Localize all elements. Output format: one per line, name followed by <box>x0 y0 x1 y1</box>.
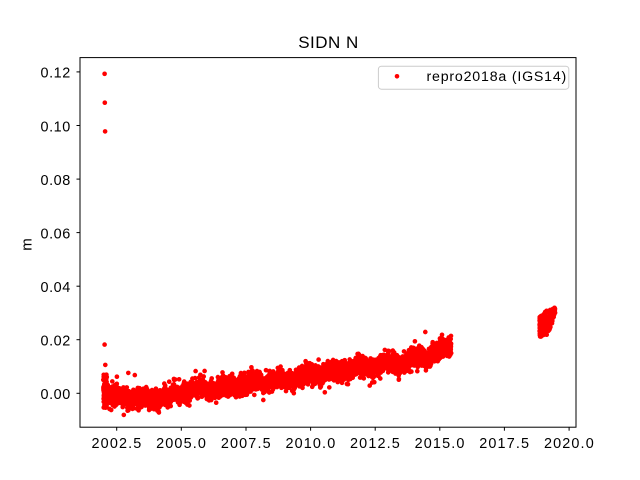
svg-text:2010.0: 2010.0 <box>285 436 336 452</box>
svg-text:0.04: 0.04 <box>40 280 70 296</box>
svg-text:2005.0: 2005.0 <box>156 436 207 452</box>
svg-text:2015.0: 2015.0 <box>415 436 466 452</box>
svg-text:0.08: 0.08 <box>40 173 70 189</box>
svg-text:0.02: 0.02 <box>40 334 70 350</box>
svg-text:2012.5: 2012.5 <box>350 436 401 452</box>
svg-text:0.06: 0.06 <box>40 226 70 242</box>
svg-text:repro2018a (IGS14): repro2018a (IGS14) <box>427 69 568 85</box>
svg-text:m: m <box>19 238 36 251</box>
svg-text:2002.5: 2002.5 <box>92 436 143 452</box>
svg-text:0.00: 0.00 <box>40 387 70 403</box>
svg-text:SIDN N: SIDN N <box>298 33 359 52</box>
svg-text:2007.5: 2007.5 <box>221 436 272 452</box>
svg-text:2020.0: 2020.0 <box>544 436 595 452</box>
svg-text:0.12: 0.12 <box>40 66 70 82</box>
svg-text:0.10: 0.10 <box>40 119 70 135</box>
svg-text:2017.5: 2017.5 <box>479 436 530 452</box>
